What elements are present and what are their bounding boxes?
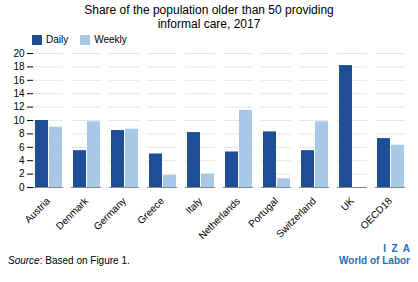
svg-text:20: 20	[13, 48, 25, 59]
svg-text:Germany: Germany	[91, 195, 128, 232]
svg-text:12: 12	[13, 101, 25, 112]
svg-text:Portugal: Portugal	[246, 195, 280, 229]
svg-text:16: 16	[13, 75, 25, 86]
html-text:Share of the population older: Share of the population older than 50 pr…	[84, 3, 334, 31]
svg-text:Switzerland: Switzerland	[274, 195, 318, 239]
html-text:I Z A: I Z A	[383, 243, 410, 254]
svg-text:10: 10	[13, 115, 25, 126]
svg-text:Netherlands: Netherlands	[196, 195, 242, 241]
svg-text:0: 0	[19, 182, 25, 193]
svg-text:UK: UK	[339, 195, 357, 213]
svg-text:6: 6	[19, 142, 25, 153]
svg-text:8: 8	[19, 128, 25, 139]
svg-text:4: 4	[19, 155, 25, 166]
svg-text:14: 14	[13, 88, 25, 99]
svg-text:18: 18	[13, 61, 25, 72]
html-text:Weekly: Weekly	[94, 34, 127, 45]
html-text:Source: Based on Figure 1.: Source: Based on Figure 1.	[8, 255, 130, 266]
html-text:World of Labor: World of Labor	[339, 255, 410, 266]
svg-text:Denmark: Denmark	[54, 195, 91, 232]
svg-text:Greece: Greece	[135, 195, 166, 226]
svg-text:Austria: Austria	[22, 195, 52, 225]
svg-text:Italy: Italy	[183, 195, 204, 216]
html-text:Daily: Daily	[46, 34, 69, 45]
svg-text:OECD18: OECD18	[358, 195, 394, 231]
svg-text:2: 2	[19, 168, 25, 179]
